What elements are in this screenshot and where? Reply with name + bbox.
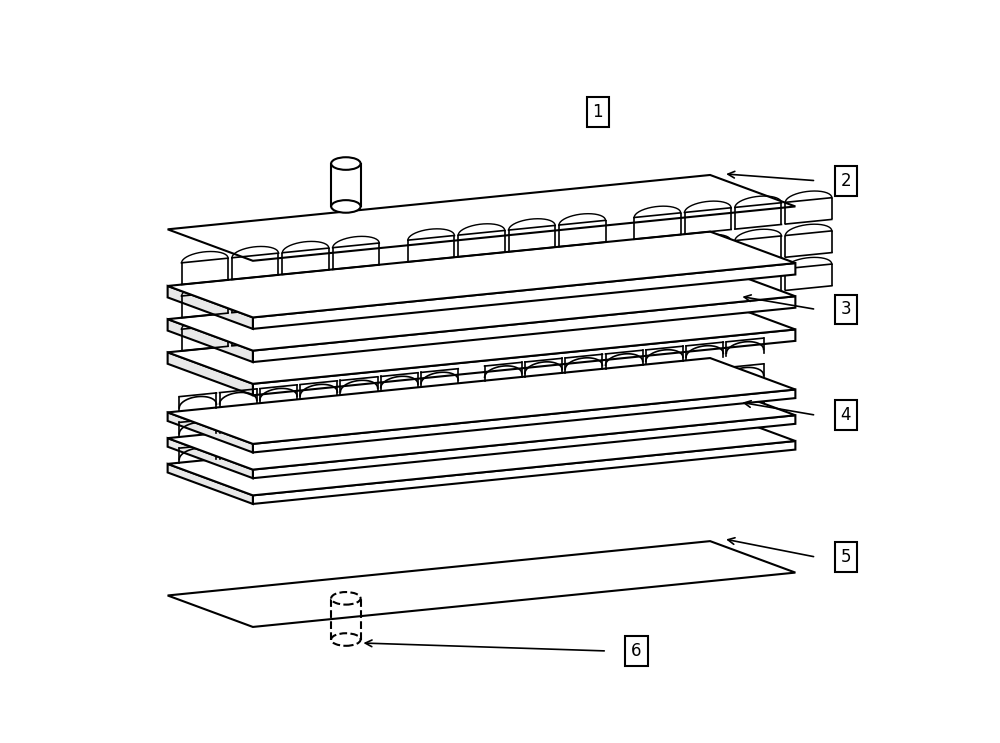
Polygon shape	[168, 319, 253, 362]
Polygon shape	[168, 232, 795, 317]
Polygon shape	[253, 263, 795, 329]
Ellipse shape	[331, 633, 361, 646]
Ellipse shape	[331, 158, 361, 170]
Polygon shape	[253, 441, 795, 504]
Text: 1: 1	[592, 103, 603, 121]
Text: 2: 2	[840, 172, 851, 189]
Polygon shape	[168, 541, 795, 627]
Text: 6: 6	[631, 642, 642, 660]
Polygon shape	[168, 438, 253, 478]
Polygon shape	[168, 358, 795, 444]
Polygon shape	[253, 296, 795, 362]
Polygon shape	[168, 175, 795, 261]
Polygon shape	[253, 389, 795, 452]
Polygon shape	[168, 298, 795, 384]
Polygon shape	[168, 352, 253, 395]
Ellipse shape	[331, 200, 361, 212]
Polygon shape	[168, 265, 795, 351]
Polygon shape	[168, 286, 253, 329]
Polygon shape	[253, 329, 795, 395]
Polygon shape	[168, 409, 795, 496]
Ellipse shape	[331, 592, 361, 605]
Polygon shape	[168, 384, 795, 470]
Text: 5: 5	[840, 548, 851, 566]
Polygon shape	[168, 412, 253, 452]
Text: 4: 4	[840, 406, 851, 424]
Text: 3: 3	[840, 300, 851, 319]
Polygon shape	[168, 464, 253, 504]
Polygon shape	[253, 415, 795, 478]
